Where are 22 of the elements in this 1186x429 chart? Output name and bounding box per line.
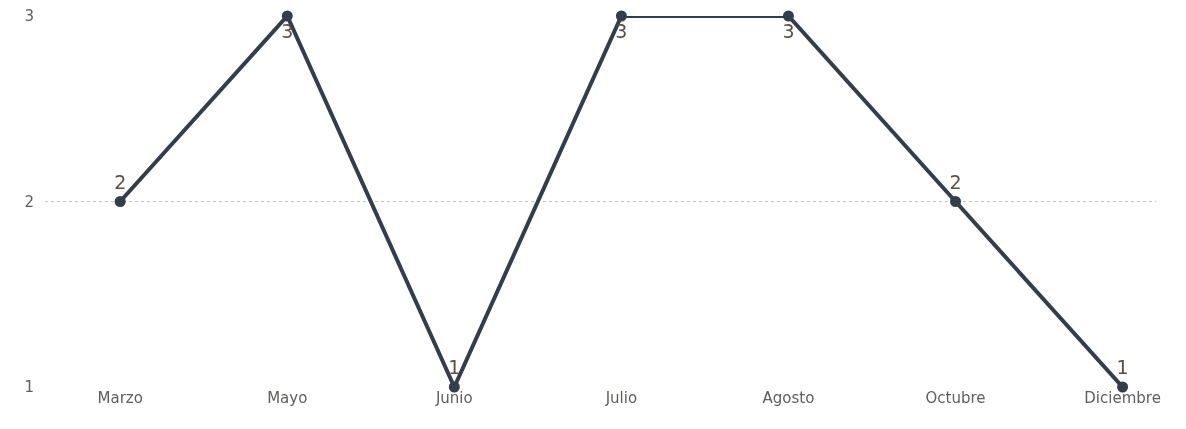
x-tick-label: Marzo — [97, 389, 143, 407]
x-tick-label: Mayo — [267, 389, 308, 407]
point — [281, 10, 293, 22]
data-label: 3 — [782, 20, 795, 43]
y-tick-label: 2 — [24, 192, 34, 211]
data-label: 1 — [1116, 356, 1129, 379]
x-tick-label: Diciembre — [1084, 389, 1161, 407]
x-tick-label: Julio — [604, 389, 638, 407]
point — [114, 196, 126, 207]
y-tick-label: 3 — [24, 7, 34, 26]
point — [950, 196, 962, 207]
point — [782, 10, 794, 22]
data-label: 3 — [615, 20, 628, 43]
data-label: 1 — [448, 356, 461, 379]
x-tick-label: Agosto — [762, 389, 815, 407]
data-label: 2 — [949, 170, 962, 193]
point — [615, 10, 627, 22]
y-tick-label: 1 — [24, 378, 34, 397]
x-tick-label: Octubre — [925, 389, 986, 407]
data-label: 3 — [281, 20, 294, 43]
data-label: 2 — [114, 170, 127, 193]
x-tick-label: Junio — [434, 389, 473, 407]
